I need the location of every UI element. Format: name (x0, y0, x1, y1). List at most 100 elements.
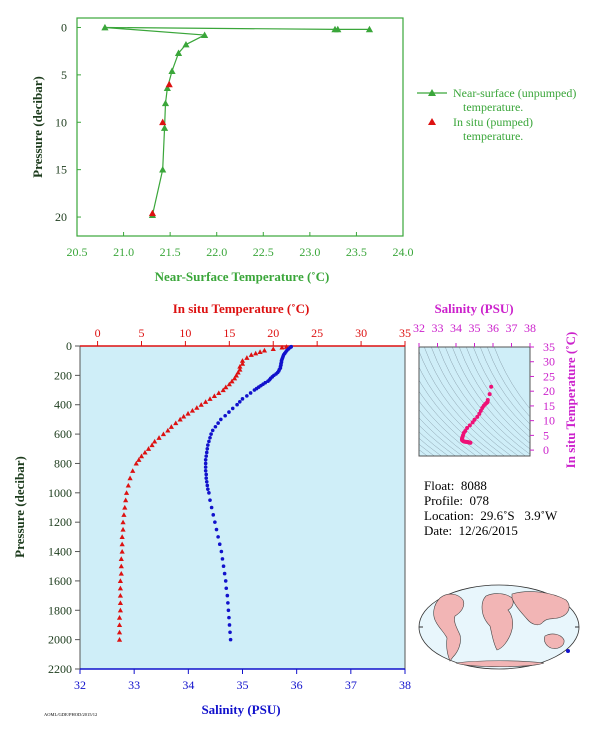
temperature-point (149, 442, 155, 448)
unpumped-point (159, 166, 167, 173)
density-contour (419, 366, 498, 456)
top-x-tick-label: 23.5 (346, 245, 367, 259)
top-chart-series (101, 23, 374, 219)
pressure-tick-label: 600 (54, 427, 72, 441)
temperature-tick-label: 0 (95, 326, 101, 340)
map-float-location (566, 649, 570, 653)
salinity-point (227, 615, 231, 620)
temperature-point (168, 424, 174, 429)
temperature-point (156, 435, 162, 440)
salinity-point (209, 505, 214, 510)
temperature-point (173, 420, 179, 426)
density-contour (487, 347, 530, 418)
salinity-point (208, 498, 212, 502)
salinity-point (216, 421, 220, 425)
temperature-point (226, 381, 232, 387)
ts-temperature-tick-label: 20 (543, 384, 555, 398)
salinity-point (213, 520, 217, 524)
temperature-point (117, 592, 124, 598)
top-chart-frame (76, 17, 404, 237)
salinity-point (204, 476, 209, 480)
salinity-tick-label: 32 (74, 678, 86, 692)
temperature-point (261, 347, 268, 353)
ts-density-contours (419, 347, 530, 456)
temperature-axis-ticks: 0 5 10 15 20 25 30 35 (95, 326, 411, 346)
ts-point (475, 414, 480, 419)
unpumped-point (161, 99, 170, 107)
temperature-tick-label: 25 (311, 326, 323, 340)
temperature-point (116, 615, 123, 620)
temperature-point (233, 372, 239, 378)
salinity-axis-ticks: 32 33 34 35 36 37 38 (74, 669, 411, 692)
salinity-point (224, 586, 229, 591)
top-x-tick-label: 21.0 (113, 245, 134, 259)
unpumped-point (101, 23, 109, 31)
salinity-point (228, 637, 233, 642)
salinity-point (226, 601, 230, 605)
salinity-point (217, 542, 222, 547)
world-map (418, 584, 580, 670)
top-x-tick-label: 22.0 (206, 245, 227, 259)
temperature-point (220, 387, 226, 393)
ts-salinity-ticks: 32 33 34 35 36 37 38 (413, 321, 536, 347)
pressure-tick-label: 1000 (48, 486, 72, 500)
density-contour (419, 390, 484, 456)
ts-chart-background (419, 347, 530, 456)
temperature-point (118, 570, 124, 576)
salinity-point (203, 468, 208, 473)
top-chart-x-ticks: 20.5 21.0 21.5 22.0 22.5 23.0 23.5 24.0 (67, 232, 414, 259)
temperature-point (229, 378, 235, 384)
temperature-point (237, 366, 243, 372)
ts-salinity-tick-label: 32 (413, 321, 425, 335)
ts-point (478, 408, 483, 413)
salinity-point (207, 491, 211, 495)
salinity-point (240, 397, 245, 401)
ts-salinity-tick-label: 38 (524, 321, 536, 335)
temperature-point (211, 393, 217, 398)
top-chart: 20.5 21.0 21.5 22.0 22.5 23.0 23.5 24.0 0 5 10 15 2… (30, 17, 576, 284)
top-y-tick-label: 10 (55, 115, 67, 129)
temperature-point (270, 346, 276, 352)
top-y-tick-label: 5 (61, 68, 67, 82)
legend-pumped-label-2: temperature. (463, 129, 523, 143)
salinity-point (219, 417, 223, 422)
temperature-point (119, 534, 125, 539)
temperature-tick-label: 20 (267, 326, 279, 340)
salinity-point (209, 432, 213, 436)
legend-unpumped-label-1: Near-surface (unpumped) (453, 86, 576, 100)
salinity-tick-label: 36 (291, 678, 303, 692)
salinity-tick-label: 37 (345, 678, 357, 692)
temperature-point (237, 363, 243, 369)
temperature-point (216, 390, 222, 396)
density-contour (424, 347, 512, 456)
salinity-point (237, 399, 242, 404)
salinity-point (223, 579, 228, 583)
temperature-point (120, 526, 126, 532)
location: Location: 29.6˚S 3.9˚W (424, 508, 558, 523)
ts-temperature-tick-label: 0 (543, 443, 549, 457)
unpumped-point (201, 31, 209, 38)
ts-salinity-tick-label: 33 (432, 321, 444, 335)
salinity-point (223, 413, 227, 418)
temperature-point (130, 468, 136, 473)
density-contour (419, 379, 491, 456)
density-contour (445, 347, 530, 455)
salinity-point (204, 450, 209, 455)
temperature-point (257, 349, 263, 354)
ts-temperature-tick-label: 35 (543, 340, 555, 354)
temperature-point (133, 460, 139, 466)
salinity-point (252, 388, 257, 392)
temperature-point (123, 497, 129, 503)
temperature-point (138, 453, 145, 459)
temperature-point (121, 512, 127, 517)
top-y-tick-label: 0 (61, 20, 67, 34)
salinity-point (203, 457, 208, 462)
salinity-point (226, 608, 231, 613)
salinity-point (235, 402, 239, 407)
unpumped-point (160, 124, 169, 131)
unpumped-point (182, 40, 190, 48)
salinity-point (204, 454, 209, 458)
temperature-point (231, 375, 238, 381)
salinity-point (248, 391, 253, 395)
density-contour (419, 424, 456, 456)
